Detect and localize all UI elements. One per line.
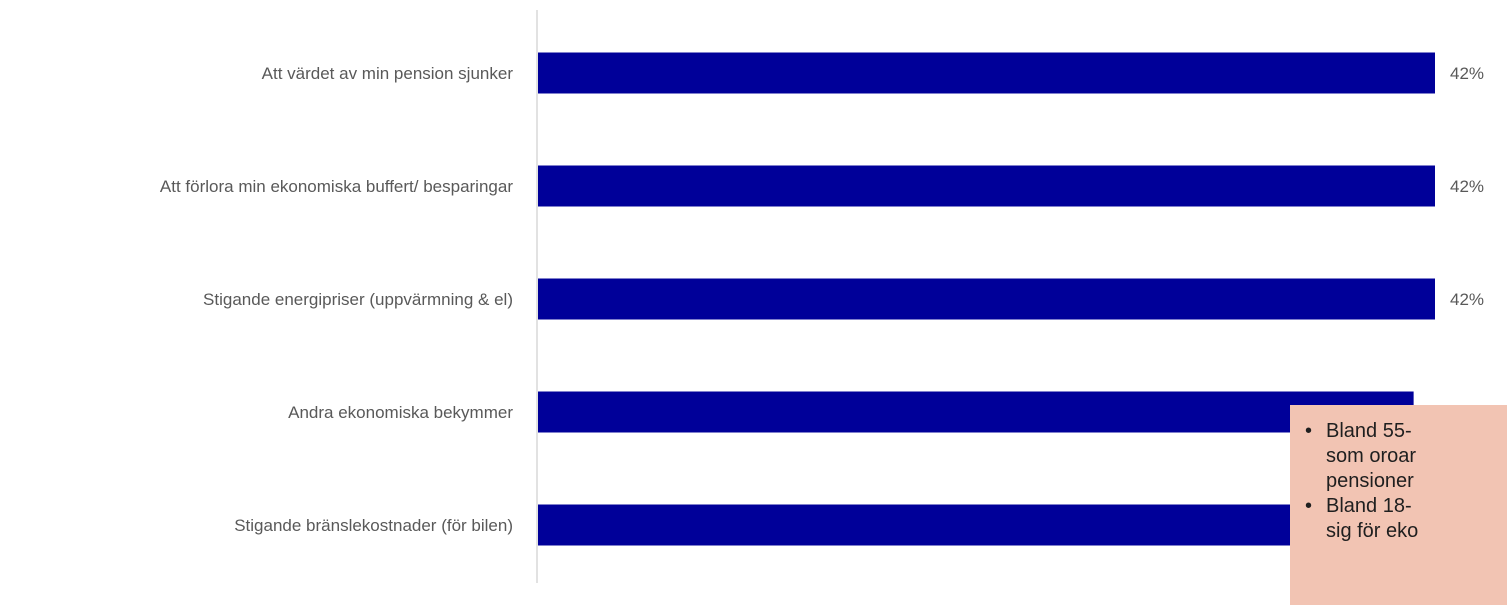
bar [538, 165, 1435, 207]
category-label: Stigande bränslekostnader (för bilen) [234, 516, 513, 535]
callout-bullet: Bland 18- sig för eko [1302, 494, 1507, 544]
bar-chart: Att värdet av min pension sjunker 42% Att … [160, 10, 1484, 583]
category-label: Att värdet av min pension sjunker [262, 64, 514, 83]
category-label: Att förlora min ekonomiska buffert/ besp… [160, 177, 513, 196]
insight-callout-box: Bland 55- som oroar pensioner Bland 18- … [1290, 405, 1507, 605]
bar [538, 504, 1393, 546]
value-label: 42% [1450, 177, 1484, 196]
category-label: Andra ekonomiska bekymmer [288, 403, 513, 422]
bar [538, 391, 1414, 433]
bar [538, 52, 1435, 94]
value-label: 42% [1450, 64, 1484, 83]
callout-bullet: Bland 55- som oroar pensioner [1302, 419, 1507, 494]
callout-bullet-list: Bland 55- som oroar pensioner Bland 18- … [1302, 419, 1507, 544]
bar [538, 278, 1435, 320]
value-label: 42% [1450, 290, 1484, 309]
category-label: Stigande energipriser (uppvärmning & el) [203, 290, 513, 309]
